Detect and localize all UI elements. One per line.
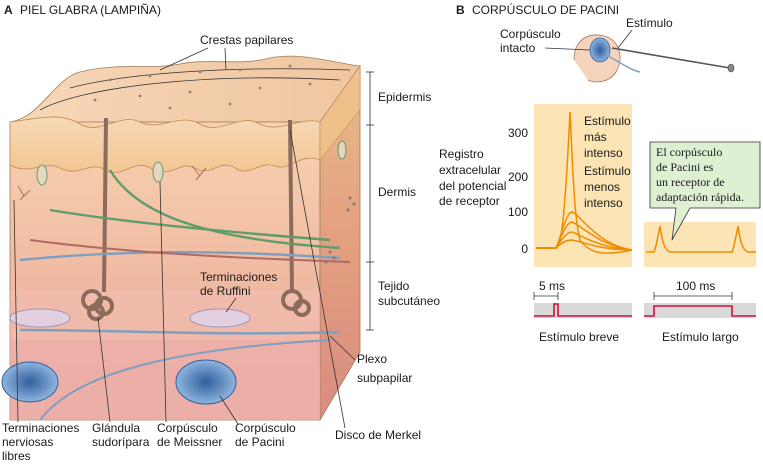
leader-glandula	[97, 317, 111, 423]
pore-dots	[93, 64, 312, 110]
label-epidermis: Epidermis	[378, 90, 431, 104]
sweat-duct-2	[288, 119, 294, 293]
callout-line3: un receptor de	[656, 175, 725, 189]
ruffini-endings	[9, 308, 251, 328]
label-meissner-line1: Corpúsculo	[157, 421, 218, 435]
label-meissner-line2: de Meissner	[157, 435, 222, 449]
panel-a-title: PIEL GLABRA (LAMPIÑA)	[20, 3, 161, 17]
label-plexo-line1: Plexo	[357, 352, 387, 366]
label-duration-5ms: 5 ms	[539, 279, 565, 293]
label-duration-100ms: 100 ms	[676, 279, 715, 293]
leader-merkel	[289, 129, 346, 429]
leader-meissner	[159, 181, 167, 423]
pacini-corpuscle-2	[175, 359, 237, 405]
pacini-corpuscle-1	[1, 361, 59, 403]
label-libres-line2: nerviosas	[2, 435, 53, 449]
label-glandula-line2: sudorípara	[92, 435, 150, 449]
nerve-fiber-green-2	[108, 169, 341, 250]
nerve-fiber-blue-2	[19, 328, 341, 335]
receptor-potential-traces	[536, 111, 633, 254]
trace-medium	[536, 221, 633, 251]
skin-block-illustration	[1, 55, 361, 422]
label-menos-line1: Estímulo	[584, 164, 631, 178]
label-mas-line3: intenso	[584, 146, 623, 160]
sweat-gland-coil-1	[81, 289, 114, 321]
skin-top-surface	[9, 55, 361, 123]
ylabel-line1: Registro	[439, 147, 484, 161]
callout-line2: de Pacini es	[656, 160, 714, 174]
label-libres-line3: libres	[2, 449, 31, 463]
nerve-fiber-blue-1	[19, 251, 341, 262]
panel-b-title: CORPÚSCULO DE PACINI	[472, 2, 619, 17]
leader-corpusculo	[544, 47, 591, 51]
nerve-fiber-blue-3	[39, 339, 331, 421]
panel-a-letter: A	[4, 3, 13, 17]
label-tejido-line1: Tejido	[378, 279, 410, 293]
recording-panel-brief	[534, 104, 632, 267]
label-ruffini-line2: de Ruffini	[200, 284, 250, 298]
stimulus-pulse-long	[644, 305, 756, 317]
label-corpusculo-line1: Corpúsculo	[500, 27, 561, 41]
ylabel-line2: extracelular	[439, 163, 501, 177]
label-corpusculo-line2: intacto	[500, 41, 536, 55]
leader-crestas-2	[224, 47, 227, 71]
trace-long-stimulus	[646, 225, 756, 253]
label-estimulo: Estímulo	[626, 16, 673, 30]
ylabel-line3: del potencial	[439, 179, 506, 193]
ridge-line-1	[39, 77, 341, 111]
stimulus-pulse-brief	[534, 303, 632, 317]
layer-brackets	[366, 71, 374, 331]
ytick-100: 100	[508, 205, 528, 219]
leader-libres	[13, 199, 19, 423]
free-nerve-endings	[17, 165, 207, 201]
label-libres-line1: Terminaciones	[2, 421, 79, 435]
label-crestas-papilares: Crestas papilares	[200, 33, 293, 47]
label-estimulo-breve: Estímulo breve	[539, 330, 619, 344]
panel-b-letter: B	[456, 3, 465, 17]
nerve-fiber-green-1	[49, 208, 331, 242]
sweat-gland-coil-2	[281, 289, 311, 317]
label-tejido-line2: subcutáneo	[378, 294, 440, 308]
label-merkel: Disco de Merkel	[335, 428, 421, 442]
leader-estimulo	[617, 29, 633, 49]
label-menos-line3: intenso	[584, 196, 623, 210]
label-mas-line2: más	[584, 130, 607, 144]
intact-corpuscle-illustration	[573, 34, 735, 83]
label-estimulo-largo: Estímulo largo	[662, 330, 739, 344]
leader-plexo	[329, 335, 356, 361]
label-pacini-line2: de Pacini	[235, 435, 284, 449]
label-mas-line1: Estímulo	[584, 114, 631, 128]
merkel-discs	[324, 196, 356, 264]
leader-crestas-1	[159, 47, 209, 71]
label-ruffini-line1: Terminaciones	[200, 270, 277, 284]
callout-line4: adaptación rápida.	[656, 190, 744, 204]
ylabel-line4: de receptor	[439, 194, 500, 208]
label-menos-line2: menos	[584, 180, 620, 194]
ytick-0: 0	[521, 242, 528, 256]
callout-box	[649, 141, 761, 241]
callout-line1: El corpúsculo	[656, 145, 722, 159]
ytick-200: 200	[508, 170, 528, 184]
nerve-fiber-red-1	[29, 239, 351, 263]
leader-ruffini	[225, 297, 237, 313]
ytick-300: 300	[508, 126, 528, 140]
label-glandula-line1: Glándula	[92, 421, 140, 435]
label-dermis: Dermis	[378, 185, 416, 199]
label-pacini-line1: Corpúsculo	[235, 421, 296, 435]
leader-pacini	[219, 395, 239, 425]
ridge-line-2	[69, 68, 351, 89]
label-plexo-line2: subpapilar	[357, 371, 412, 385]
sweat-duct-1	[102, 117, 108, 293]
meissner-corpuscles	[36, 140, 347, 186]
epidermis-side-band	[319, 65, 361, 161]
trace-weakest	[536, 239, 633, 251]
trace-weak	[536, 231, 633, 251]
